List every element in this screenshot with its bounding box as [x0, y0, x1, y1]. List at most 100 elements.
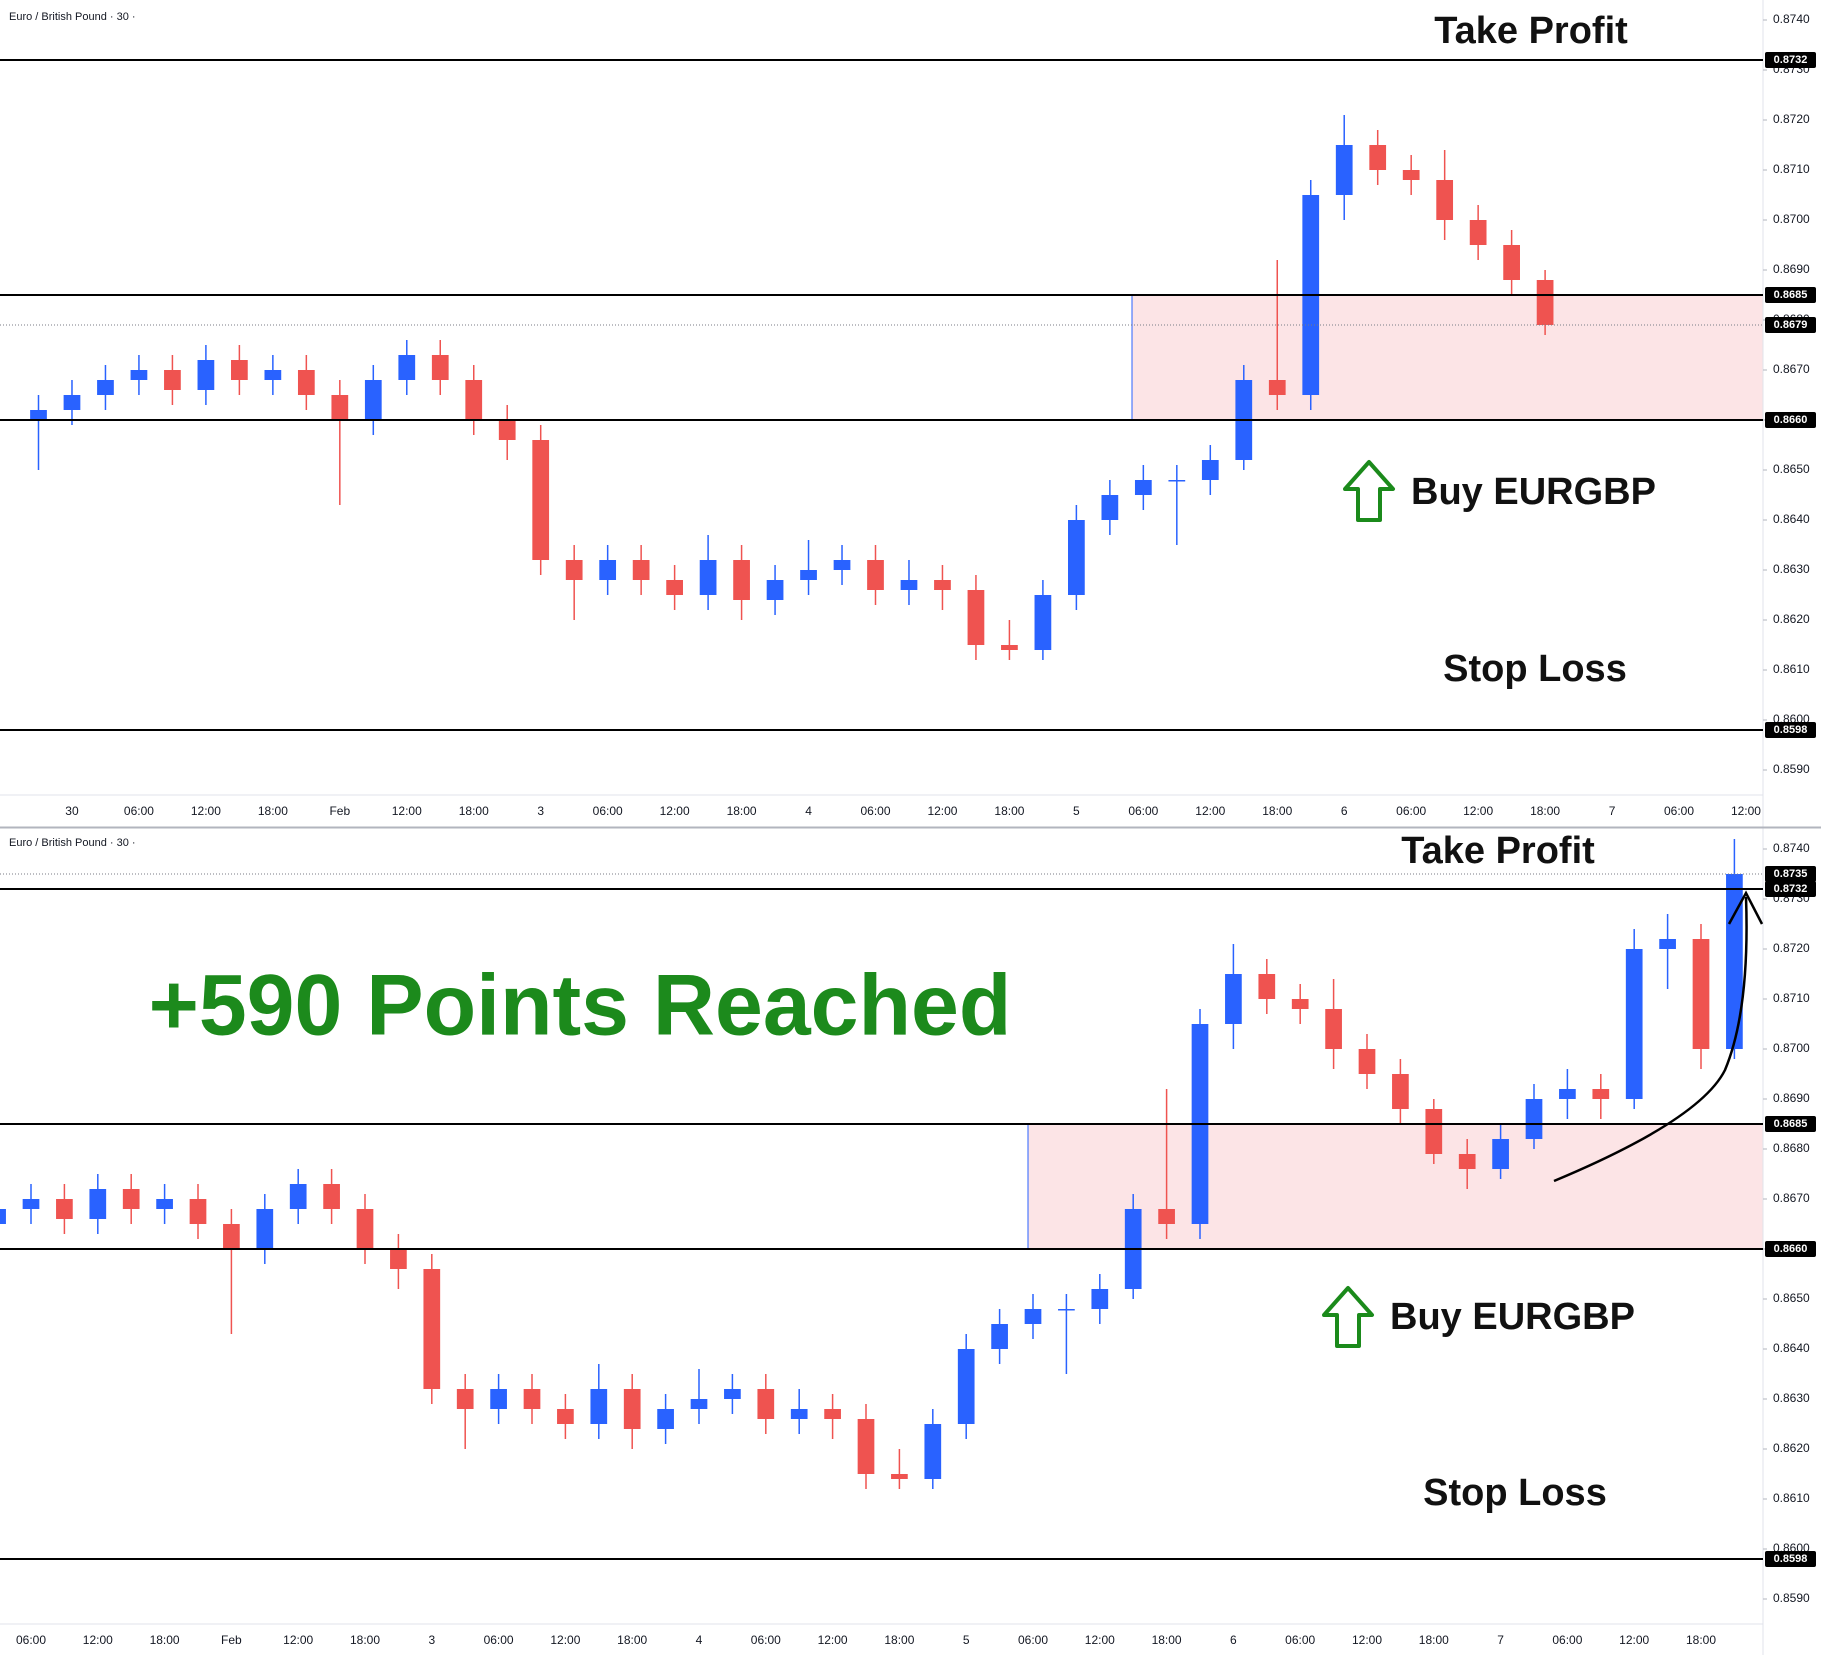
candle-body [1436, 180, 1454, 220]
candle-body [22, 1199, 40, 1209]
price-badge [1765, 722, 1816, 738]
candle-body [63, 395, 81, 410]
candle-body [857, 1419, 875, 1474]
candle-body [1503, 245, 1520, 280]
candle-body [323, 1184, 340, 1209]
candle-body [690, 1399, 708, 1409]
x-tick-label: 7 [1497, 1633, 1504, 1647]
candle-body [1536, 280, 1554, 325]
x-tick-label: 12:00 [1619, 1633, 1649, 1647]
price-badge [1765, 317, 1816, 333]
candle-body [1335, 145, 1353, 195]
price-badge-label: 0.8598 [1774, 724, 1808, 736]
candle-body [97, 380, 114, 395]
candle-body [1392, 1074, 1409, 1109]
y-tick-label: 0.8630 [1773, 1391, 1810, 1405]
candle-body [891, 1474, 908, 1479]
candle-body [56, 1199, 73, 1219]
y-tick-label: 0.8690 [1773, 262, 1810, 276]
y-tick-label: 0.8690 [1773, 1091, 1810, 1105]
x-tick-label: 06:00 [484, 1633, 514, 1647]
candle-body [490, 1389, 507, 1409]
buy-label: Buy EURGBP [1390, 1296, 1635, 1338]
levels: 0.8732 0.8685 0.8660 0.8598 0.8679 0.8732 0.86… [0, 52, 1816, 1567]
candle-body [122, 1189, 140, 1209]
candle-body [1458, 1154, 1476, 1169]
candle-body [867, 560, 884, 590]
x-tick-label: 12:00 [1463, 804, 1493, 818]
price-badge-label: 0.8679 [1774, 319, 1808, 331]
x-tick-label: 12:00 [1352, 1633, 1382, 1647]
price-badge [1765, 287, 1816, 303]
x-tick-label: 06:00 [1128, 804, 1158, 818]
y-tick-label: 0.8640 [1773, 512, 1810, 526]
candle-body [223, 1224, 240, 1249]
candle-body [1058, 1309, 1075, 1311]
price-badge [1765, 881, 1816, 897]
y-tick-label: 0.8700 [1773, 212, 1810, 226]
candle-body [766, 580, 784, 600]
candle-body [657, 1409, 674, 1429]
candle-body [934, 580, 951, 590]
candle-body [431, 355, 449, 380]
candle-body [364, 380, 382, 420]
entry-zone [1132, 295, 1763, 420]
x-tick-label: 18:00 [1262, 804, 1292, 818]
candle-body [0, 1209, 6, 1224]
x-tick-label: 06:00 [751, 1633, 781, 1647]
candle-body [1068, 520, 1085, 595]
candle-body [1369, 145, 1387, 170]
candle-body [957, 1349, 975, 1424]
candle-body [757, 1389, 775, 1419]
candle-body [498, 420, 516, 440]
candle-body [900, 580, 918, 590]
x-tick-label: Feb [221, 1633, 242, 1647]
candle-body [1358, 1049, 1376, 1074]
candle-body [1492, 1139, 1509, 1169]
candle-body [231, 360, 248, 380]
candle-body [1134, 480, 1152, 495]
x-tick-label: 18:00 [617, 1633, 647, 1647]
x-tick-label: 18:00 [1530, 804, 1560, 818]
x-tick-label: 06:00 [1396, 804, 1426, 818]
x-tick-label: 18:00 [1686, 1633, 1716, 1647]
x-tick-label: 7 [1609, 804, 1616, 818]
price-badge-label: 0.8735 [1774, 868, 1808, 880]
candle-body [1024, 1309, 1042, 1324]
price-badge-label: 0.8732 [1774, 54, 1808, 66]
trend-arrowhead [1727, 890, 1764, 925]
y-tick-label: 0.8620 [1773, 1441, 1810, 1455]
x-tick-label: 3 [428, 1633, 435, 1647]
candle-body [599, 560, 617, 580]
candle-body [924, 1424, 942, 1479]
x-tick-label: 12:00 [818, 1633, 848, 1647]
x-tick-label: 18:00 [884, 1633, 914, 1647]
x-tick-label: 06:00 [124, 804, 154, 818]
x-tick-label: 4 [696, 1633, 703, 1647]
candle-body [1201, 460, 1219, 480]
x-tick-label: 3 [537, 804, 544, 818]
candle-body [1659, 939, 1676, 949]
candle-body [1425, 1109, 1443, 1154]
candle-body [164, 370, 181, 390]
y-tick-label: 0.8740 [1773, 841, 1810, 855]
candle-body [1692, 939, 1710, 1049]
chart-title: Euro / British Pound · 30 · [9, 837, 136, 849]
price-badge-label: 0.8685 [1774, 1118, 1808, 1130]
candle-body [89, 1189, 107, 1219]
y-tick-label: 0.8590 [1773, 762, 1810, 776]
price-badge-label: 0.8660 [1774, 414, 1808, 426]
x-tick-label: 18:00 [459, 804, 489, 818]
take-profit-label: Take Profit [1401, 830, 1595, 872]
price-badge [1765, 1241, 1816, 1257]
x-tick-label: 6 [1230, 1633, 1237, 1647]
stop-loss-label: Stop Loss [1443, 648, 1627, 690]
y-tick-label: 0.8650 [1773, 462, 1810, 476]
candle-body [423, 1269, 441, 1389]
x-tick-label: 12:00 [1731, 804, 1761, 818]
x-tick-label: 06:00 [860, 804, 890, 818]
x-tick-label: 18:00 [1419, 1633, 1449, 1647]
trend-arrow [1553, 896, 1748, 1183]
x-tick-label: 6 [1341, 804, 1348, 818]
